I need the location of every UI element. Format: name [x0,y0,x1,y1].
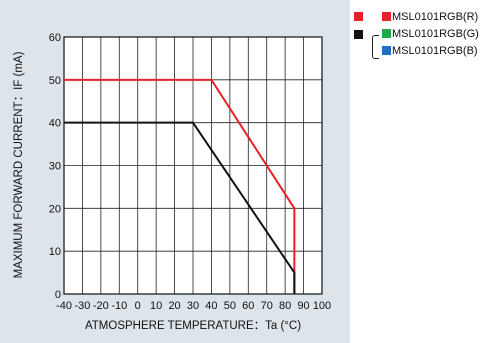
x-tick-label: 60 [242,300,254,312]
series-line-red [64,78,296,294]
x-tick-label: 90 [297,300,309,312]
legend-swatch-g [382,29,391,38]
y-tick-label: 30 [49,161,61,173]
x-tick-label: 100 [313,300,331,312]
legend-label-r: MSL0101RGB(R) [392,11,479,23]
x-tick-label: 50 [224,300,236,312]
legend-marker-red-group [354,12,363,21]
x-tick-label: 40 [205,300,217,312]
plot-frame [63,36,323,295]
legend-brace [372,35,379,59]
legend: MSL0101RGB(R) MSL0101RGB(G) MSL0101RGB(B… [352,10,498,70]
tick-labels: -40 -30 -20 -10 0 10 20 30 40 50 60 70 80 90 100 0 10 20 3… [49,32,331,312]
x-tick-label: -30 [74,300,90,312]
y-tick-label: 0 [55,289,61,301]
y-tick-label: 20 [49,203,61,215]
legend-swatch-b [382,46,391,55]
legend-label-b: MSL0101RGB(B) [392,45,478,57]
x-tick-label: 30 [187,300,199,312]
x-tick-label: -10 [111,300,127,312]
x-tick-label: 10 [150,300,162,312]
x-tick-label: -40 [56,300,72,312]
x-tick-label: 20 [168,300,180,312]
y-tick-label: 60 [49,32,61,44]
series-line-black [64,121,296,294]
derating-chart: -40 -30 -20 -10 0 10 20 30 40 50 60 70 80 90 100 0 10 20 3… [0,0,350,343]
x-tick-label: -20 [93,300,109,312]
legend-marker-black-group [354,30,363,39]
x-tick-label: 0 [135,300,141,312]
y-tick-label: 50 [49,75,61,87]
x-axis-label: ATMOSPHERE TEMPERATURE：Ta (°C) [85,320,301,332]
y-tick-label: 40 [49,118,61,130]
y-tick-label: 10 [49,246,61,258]
legend-label-g: MSL0101RGB(G) [392,28,479,40]
x-tick-label: 80 [279,300,291,312]
series-layer [64,78,296,294]
x-tick-label: 70 [261,300,273,312]
legend-swatch-r [382,12,391,21]
y-axis-label: MAXIMUM FORWARD CURRENT：IF (mA) [13,51,25,278]
